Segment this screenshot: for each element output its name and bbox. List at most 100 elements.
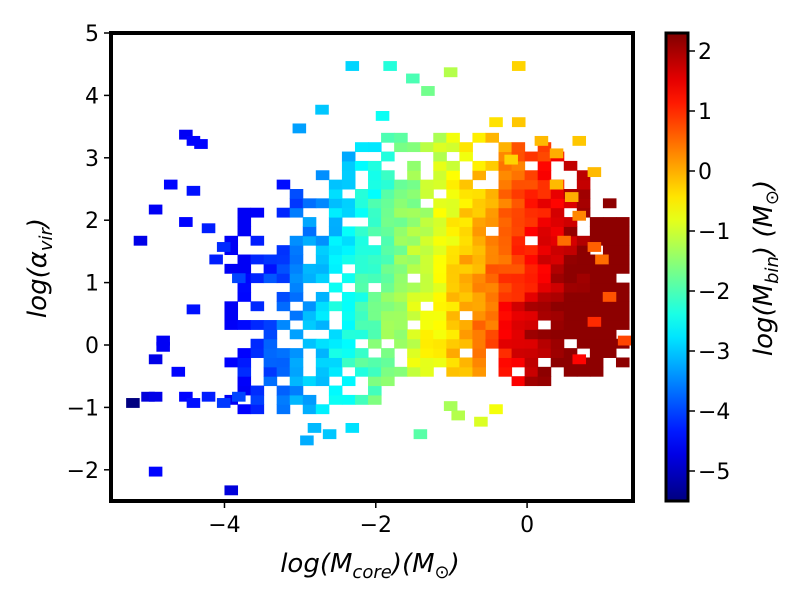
heatmap-cell xyxy=(485,320,500,330)
heatmap-cell xyxy=(224,357,239,368)
heatmap-cell xyxy=(537,376,552,387)
heatmap-cell xyxy=(420,338,434,349)
heatmap-cell xyxy=(407,366,421,377)
heatmap-cell xyxy=(524,198,539,209)
heatmap-cell xyxy=(368,170,382,181)
heatmap-cell xyxy=(368,376,382,387)
heatmap-cell xyxy=(383,61,397,71)
heatmap-cell xyxy=(433,170,447,181)
heatmap-cell xyxy=(341,235,356,246)
heatmap-cell xyxy=(237,348,252,358)
heatmap-cell xyxy=(511,291,526,302)
heatmap-cell xyxy=(420,320,434,330)
heatmap-cell xyxy=(433,245,447,256)
heatmap-cell xyxy=(537,263,552,274)
heatmap-cell xyxy=(250,348,265,358)
heatmap-cell xyxy=(237,282,252,293)
heatmap-cell xyxy=(589,301,604,312)
heatmap-cell xyxy=(511,170,526,181)
heatmap-cell xyxy=(394,329,408,340)
heatmap-cell xyxy=(413,429,428,440)
heatmap-cell xyxy=(237,263,252,274)
heatmap-cell xyxy=(485,329,500,340)
heatmap-cell xyxy=(420,226,434,237)
colorbar-tick-label: 2 xyxy=(698,40,712,65)
heatmap-cell xyxy=(289,376,304,387)
heatmap-cell xyxy=(368,207,382,218)
heatmap-cell xyxy=(550,254,565,265)
heatmap-cell xyxy=(550,301,565,312)
heatmap-cell xyxy=(472,366,486,377)
heatmap-cell xyxy=(420,273,434,284)
heatmap-cell xyxy=(537,329,552,340)
heatmap-cell xyxy=(156,341,170,352)
heatmap-cell xyxy=(237,357,252,368)
heatmap-cell xyxy=(433,254,447,265)
heatmap-cell xyxy=(420,348,434,358)
heatmap-cell xyxy=(433,329,447,340)
heatmap-cell xyxy=(263,366,278,377)
heatmap-cell xyxy=(472,301,486,312)
y-tick-label: 2 xyxy=(85,209,99,234)
heatmap-cell xyxy=(589,282,604,293)
heatmap-cell xyxy=(126,398,140,408)
heatmap-cell xyxy=(446,291,460,302)
heatmap-cell xyxy=(341,151,356,162)
heatmap-cell xyxy=(341,226,356,237)
heatmap-cell xyxy=(328,394,343,405)
heatmap-cell xyxy=(381,217,395,227)
colorbar-tick-label: −1 xyxy=(698,220,730,245)
heatmap-cell xyxy=(485,189,500,199)
heatmap-cell xyxy=(524,366,539,377)
heatmap-cell xyxy=(341,329,356,340)
heatmap-cell xyxy=(602,235,617,246)
heatmap-cell xyxy=(602,301,617,312)
heatmap-cell xyxy=(276,385,291,396)
heatmap-cell xyxy=(263,376,278,387)
heatmap-cell xyxy=(485,301,500,312)
heatmap-cell xyxy=(375,111,390,121)
heatmap-cell xyxy=(550,338,565,349)
heatmap-cell xyxy=(289,245,304,256)
heatmap-cell xyxy=(328,348,343,358)
heatmap-cell xyxy=(394,217,408,227)
heatmap-cell xyxy=(524,301,539,312)
heatmap-cell xyxy=(250,235,265,246)
heatmap-cell xyxy=(563,254,578,265)
heatmap-cell xyxy=(237,217,252,227)
heatmap-cell xyxy=(381,245,395,256)
heatmap-cell xyxy=(563,226,578,237)
heatmap-cell xyxy=(394,226,408,237)
colorbar: −5 −4 −3 −2 −1 0 1 2 xyxy=(664,31,730,503)
heatmap-cell xyxy=(511,263,526,274)
heatmap-cell xyxy=(394,310,408,321)
heatmap-cell xyxy=(315,338,330,349)
heatmap-cell xyxy=(564,192,579,202)
heatmap-cell xyxy=(537,151,552,162)
heatmap-cell xyxy=(617,335,632,346)
x-axis-label: log(Mcore)(M⊙) xyxy=(280,549,460,583)
heatmap-cell xyxy=(186,304,201,315)
heatmap-cell xyxy=(315,310,330,321)
heatmap-cell xyxy=(394,207,408,218)
heatmap-cell xyxy=(589,226,604,237)
heatmap-cell xyxy=(315,348,330,358)
heatmap-cell xyxy=(394,254,408,265)
heatmap-cell xyxy=(576,282,591,293)
heatmap-cell xyxy=(237,226,252,237)
heatmap-cell xyxy=(576,273,591,284)
heatmap-cell xyxy=(232,273,246,284)
heatmap-cell xyxy=(615,282,630,293)
heatmap-cell xyxy=(589,217,604,227)
y-tick-label: −1 xyxy=(67,396,99,421)
heatmap-cell xyxy=(179,129,193,140)
heatmap-cell xyxy=(511,235,526,246)
heatmap-cell xyxy=(420,366,434,377)
heatmap-cell xyxy=(563,245,578,256)
heatmap-cell xyxy=(237,291,252,302)
heatmap-cell xyxy=(433,207,447,218)
heatmap-cell xyxy=(446,189,460,199)
heatmap-cell xyxy=(179,217,193,227)
heatmap-cell xyxy=(524,348,539,358)
heatmap-cell xyxy=(289,385,304,396)
